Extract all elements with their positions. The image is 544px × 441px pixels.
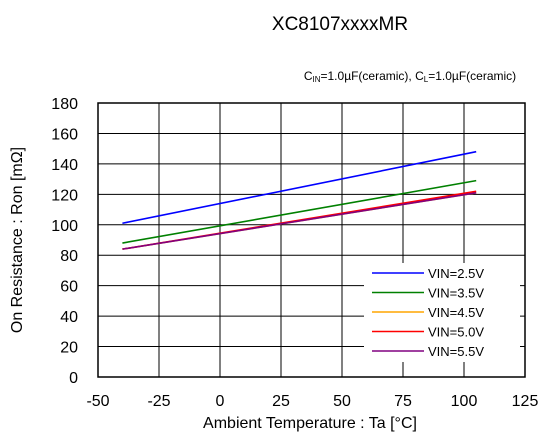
chart-title: XC8107xxxxMR bbox=[272, 14, 408, 35]
y-tick-label-7: 140 bbox=[51, 157, 78, 174]
y-tick-labels: 0 20 40 60 80 100 120 140 160 180 bbox=[51, 96, 78, 387]
y-tick-label-4: 80 bbox=[60, 248, 78, 265]
plot-frame bbox=[97, 102, 526, 378]
y-tick-label-3: 60 bbox=[60, 279, 78, 296]
series-lines bbox=[122, 150, 477, 250]
legend-label-4: VIN=5.5V bbox=[428, 344, 484, 359]
x-tick-label-7: 125 bbox=[512, 393, 539, 410]
x-tick-labels: -50 -25 0 25 50 75 100 125 bbox=[86, 393, 538, 410]
series-line-1 bbox=[122, 179, 477, 244]
series-line-0 bbox=[122, 150, 477, 225]
legend-label-3: VIN=5.0V bbox=[428, 325, 484, 340]
y-tick-label-0: 0 bbox=[69, 370, 78, 387]
x-tick-label-5: 75 bbox=[394, 393, 412, 410]
legend: VIN=2.5V VIN=3.5V VIN=4.5V VIN=5.0V VIN=5.5V bbox=[364, 263, 520, 362]
x-tick-label-1: -25 bbox=[147, 393, 170, 410]
y-tick-label-2: 40 bbox=[60, 309, 78, 326]
y-tick-label-9: 180 bbox=[51, 96, 78, 113]
series-line-4 bbox=[122, 192, 477, 250]
y-tick-label-5: 100 bbox=[51, 218, 78, 235]
y-tick-label-6: 120 bbox=[51, 187, 78, 204]
x-tick-label-4: 50 bbox=[333, 393, 351, 410]
legend-label-1: VIN=3.5V bbox=[428, 286, 484, 301]
y-tick-label-1: 20 bbox=[60, 340, 78, 357]
legend-label-0: VIN=2.5V bbox=[428, 266, 484, 281]
x-axis-label: Ambient Temperature : Ta [°C] bbox=[203, 415, 417, 432]
x-tick-label-3: 25 bbox=[272, 393, 290, 410]
legend-label-2: VIN=4.5V bbox=[428, 305, 484, 320]
y-axis-label: On Resistance : Ron [mΩ] bbox=[9, 147, 26, 333]
x-tick-label-2: 0 bbox=[216, 393, 225, 410]
y-tick-label-8: 160 bbox=[51, 126, 78, 143]
chart-subtitle: CIN=1.0µF(ceramic), CL=1.0µF(ceramic) bbox=[304, 69, 516, 84]
x-tick-label-0: -50 bbox=[86, 393, 109, 410]
x-tick-label-6: 100 bbox=[451, 393, 478, 410]
